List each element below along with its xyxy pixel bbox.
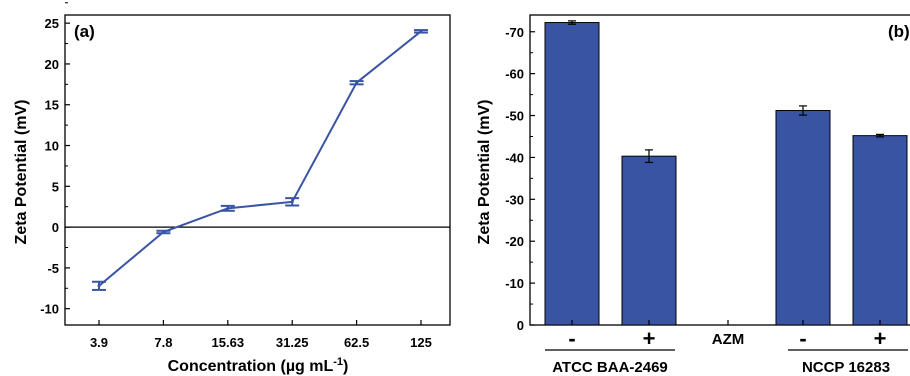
y-tick-label: -10: [505, 276, 524, 291]
panel-b-bars: [544, 20, 908, 326]
y-tick-label: 20: [45, 57, 59, 72]
panel-a-y-axis-label: Zeta Potential (mV): [13, 100, 30, 245]
y-tick-label: 25: [45, 16, 59, 31]
panel-b-x-labels: - + AZM - +: [568, 320, 886, 351]
data-point: [161, 230, 165, 234]
data-point: [97, 284, 101, 288]
y-tick-label: 15: [45, 98, 59, 113]
y-tick-label: -5: [47, 261, 59, 276]
x-tick-label: 7.8: [154, 335, 172, 350]
y-tick-label: -40: [505, 150, 524, 165]
group-label-nccp: NCCP 16283: [802, 359, 890, 376]
x-tick-label: 62.5: [344, 335, 369, 350]
panel-a-label: (a): [74, 22, 95, 41]
x-tick-label: 125: [410, 335, 432, 350]
y-tick-label: -30: [505, 192, 524, 207]
bar: [544, 22, 600, 326]
group-label-atcc: ATCC BAA-2469: [552, 359, 668, 376]
panel-b-frame: [529, 14, 910, 326]
y-tick-label: -10: [40, 302, 59, 317]
x-tick-label: 31.25: [276, 335, 309, 350]
x-tick-label: -: [568, 326, 575, 351]
series-line: [98, 30, 422, 287]
x-tick-label: +: [643, 326, 656, 351]
panel-b-label: (b): [888, 22, 910, 41]
bar: [775, 110, 831, 326]
bar: [852, 135, 908, 326]
panel-a-frame: [64, 14, 451, 326]
y-tick-label: 10: [45, 139, 59, 154]
y-tick-label: -20: [505, 234, 524, 249]
data-point: [355, 81, 359, 85]
x-tick-label: 3.9: [90, 335, 108, 350]
panel-a-x-axis-label: Concentration (µg mL-1): [168, 356, 349, 375]
y-tick-label: 5: [52, 179, 59, 194]
data-point: [419, 29, 423, 33]
x-tick-label: -: [799, 326, 806, 351]
y-tick-label: 0: [517, 318, 524, 333]
panel-b-y-ticks: 0 -10 -20 -30 -40 -50 -60 -70: [505, 25, 535, 333]
data-point: [226, 206, 230, 210]
panel-a-y-ticks: -10 -5 0 5 10 15 20 25: [40, 2, 70, 317]
data-point: [290, 200, 294, 204]
panel-a-series: [92, 29, 428, 291]
panel-b-y-axis-label: Zeta Potential (mV): [476, 100, 493, 245]
y-tick-label: -70: [505, 25, 524, 40]
x-tick-label: +: [874, 326, 887, 351]
x-tick-label: AZM: [712, 331, 745, 348]
y-tick-label: 0: [52, 220, 59, 235]
bar: [621, 155, 677, 326]
panel-a-x-ticks: 3.9 7.8 15.63 31.25 62.5 125: [90, 320, 432, 350]
y-tick-label: -60: [505, 67, 524, 82]
x-tick-label: 15.63: [212, 335, 245, 350]
y-tick-label: -50: [505, 109, 524, 124]
